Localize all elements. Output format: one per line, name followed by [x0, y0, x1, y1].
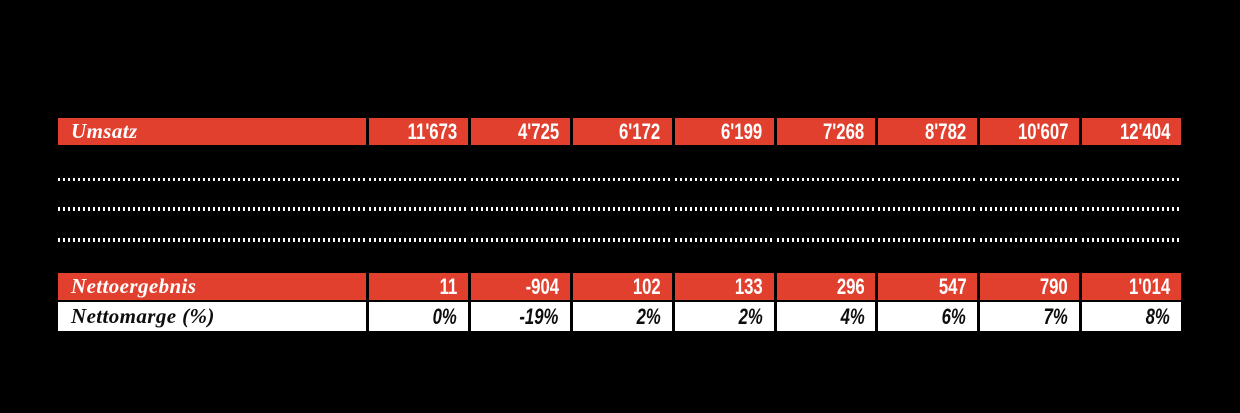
umsatz-value-cell: 6'199 [674, 118, 774, 145]
nettomarge-value-cell: 8% [1082, 302, 1181, 331]
dotted-line-segment [878, 238, 978, 242]
dotted-line-segment [980, 207, 1080, 211]
nettomarge-label-cell: Nettomarge (%) [58, 302, 366, 331]
nettoergebnis-value-cell: 133 [674, 273, 774, 300]
dotted-line-segment [470, 207, 570, 211]
dotted-line-segment [572, 207, 672, 211]
dotted-line-segment [58, 207, 366, 211]
dotted-line-segment [674, 238, 774, 242]
dotted-line-segment [572, 178, 672, 181]
dotted-line-segment [878, 207, 978, 211]
nettoergebnis-label-cell: Nettoergebnis [58, 273, 366, 300]
dotted-line-segment [58, 178, 366, 181]
nettomarge-value-cell: 2% [674, 302, 774, 331]
dotted-line-segment [369, 207, 468, 211]
nettoergebnis-value-cell: 102 [572, 273, 672, 300]
dotted-line-segment [776, 207, 876, 211]
dotted-line-segment [674, 207, 774, 211]
dotted-line-segment [1082, 178, 1181, 181]
dotted-line-segment [980, 178, 1080, 181]
redacted-row [58, 207, 1181, 211]
umsatz-label: Umsatz [71, 119, 138, 143]
nettoergebnis-value-cell: -904 [470, 273, 570, 300]
dotted-line-segment [369, 238, 468, 242]
dotted-line-segment [674, 178, 774, 181]
nettoergebnis-label: Nettoergebnis [71, 274, 197, 298]
nettoergebnis-value-cell: 547 [878, 273, 978, 300]
nettoergebnis-value-cell: 1'014 [1082, 273, 1181, 300]
umsatz-value-cell: 10'607 [980, 118, 1080, 145]
nettoergebnis-value-cell: 11 [369, 273, 468, 300]
dotted-line-segment [776, 178, 876, 181]
table-row-umsatz: Umsatz 11'673 4'725 6'172 6'199 7'268 8'… [58, 118, 1181, 145]
nettomarge-value-cell: 0% [369, 302, 468, 331]
table-row-nettomarge: Nettomarge (%) 0% -19% 2% 2% 4% 6% 7% 8% [58, 302, 1181, 331]
umsatz-value-cell: 12'404 [1082, 118, 1181, 145]
nettoergebnis-value-cell: 296 [776, 273, 876, 300]
nettomarge-label: Nettomarge (%) [71, 304, 215, 328]
redacted-row [58, 178, 1181, 181]
nettomarge-value-cell: -19% [470, 302, 570, 331]
umsatz-value-cell: 11'673 [369, 118, 468, 145]
dotted-line-segment [1082, 238, 1181, 242]
dotted-line-segment [980, 238, 1080, 242]
nettomarge-value-cell: 7% [980, 302, 1080, 331]
nettomarge-value-cell: 4% [776, 302, 876, 331]
dotted-line-segment [470, 178, 570, 181]
dotted-line-segment [776, 238, 876, 242]
nettomarge-value-cell: 2% [572, 302, 672, 331]
dotted-line-segment [572, 238, 672, 242]
umsatz-label-cell: Umsatz [58, 118, 366, 145]
umsatz-value-cell: 6'172 [572, 118, 672, 145]
umsatz-value-cell: 4'725 [470, 118, 570, 145]
dotted-line-segment [878, 178, 978, 181]
dotted-line-segment [369, 178, 468, 181]
umsatz-value-cell: 8'782 [878, 118, 978, 145]
nettomarge-value-cell: 6% [878, 302, 978, 331]
nettoergebnis-value-cell: 790 [980, 273, 1080, 300]
redacted-row [58, 238, 1181, 242]
umsatz-value-cell: 7'268 [776, 118, 876, 145]
dotted-line-segment [1082, 207, 1181, 211]
dotted-line-segment [470, 238, 570, 242]
dotted-line-segment [58, 238, 366, 242]
table-row-nettoergebnis: Nettoergebnis 11 -904 102 133 296 547 79… [58, 273, 1181, 300]
